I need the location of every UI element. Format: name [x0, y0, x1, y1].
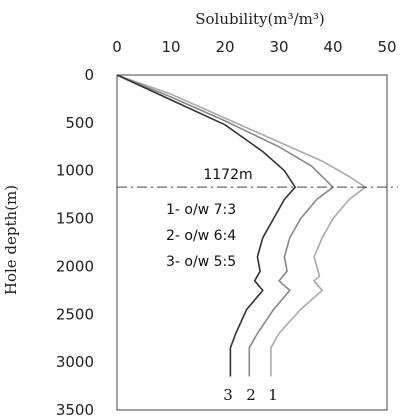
x-tick-labels: 0 10 20 30 40 50: [112, 38, 396, 56]
reference-line-label: 1172m: [203, 167, 252, 183]
y-axis-title: Hole depth(m): [2, 185, 20, 295]
x-tick-label: 0: [112, 38, 122, 56]
x-tick-label: 50: [377, 38, 396, 56]
y-tick-labels: 0 500 1000 1500 2000 2500 3000 3500: [56, 66, 94, 416]
series-line-2: [116, 74, 334, 377]
y-tick-label: 1000: [56, 162, 94, 180]
series-group: [116, 74, 367, 377]
curve-label-3: 3: [223, 386, 233, 404]
y-tick-label: 2500: [56, 305, 94, 323]
y-tick-label: 500: [65, 114, 94, 132]
legend-entry-3: 3- o/w 5:5: [166, 254, 236, 270]
y-tick-label: 3000: [56, 353, 94, 371]
x-tick-label: 20: [215, 38, 234, 56]
x-axis-title: Solubility(m³/m³): [195, 10, 325, 28]
x-tick-label: 10: [161, 38, 180, 56]
curve-label-2: 2: [246, 386, 256, 404]
y-tick-label: 0: [84, 66, 94, 84]
curve-labels: 3 2 1: [223, 386, 278, 404]
x-tick-label: 30: [269, 38, 288, 56]
legend-entry-2: 2- o/w 6:4: [166, 228, 236, 244]
y-tick-label: 2000: [56, 257, 94, 275]
legend-entry-1: 1- o/w 7:3: [166, 202, 236, 218]
plot-frame: [116, 74, 388, 411]
series-line-3: [116, 74, 297, 377]
y-tick-label: 1500: [56, 210, 94, 228]
legend: 1- o/w 7:3 2- o/w 6:4 3- o/w 5:5: [166, 202, 236, 270]
x-tick-label: 40: [323, 38, 342, 56]
series-line-1: [116, 74, 367, 377]
curve-label-1: 1: [268, 386, 278, 404]
y-tick-label: 3500: [56, 401, 94, 416]
